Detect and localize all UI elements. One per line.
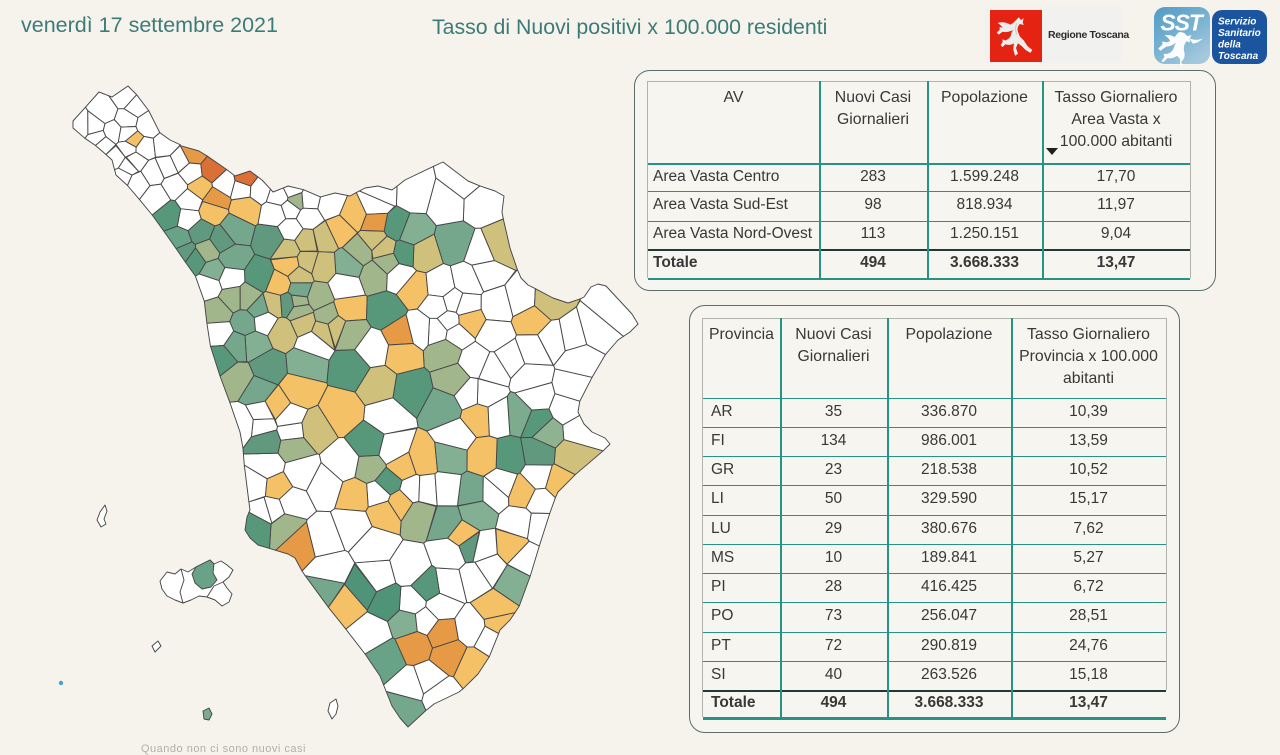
svg-text:della: della [1218,40,1241,51]
svg-text:SST: SST [1160,10,1204,36]
svg-text:Servizio: Servizio [1218,17,1256,28]
svg-text:Toscana: Toscana [1218,51,1259,62]
svg-text:Sanitario: Sanitario [1218,28,1261,39]
